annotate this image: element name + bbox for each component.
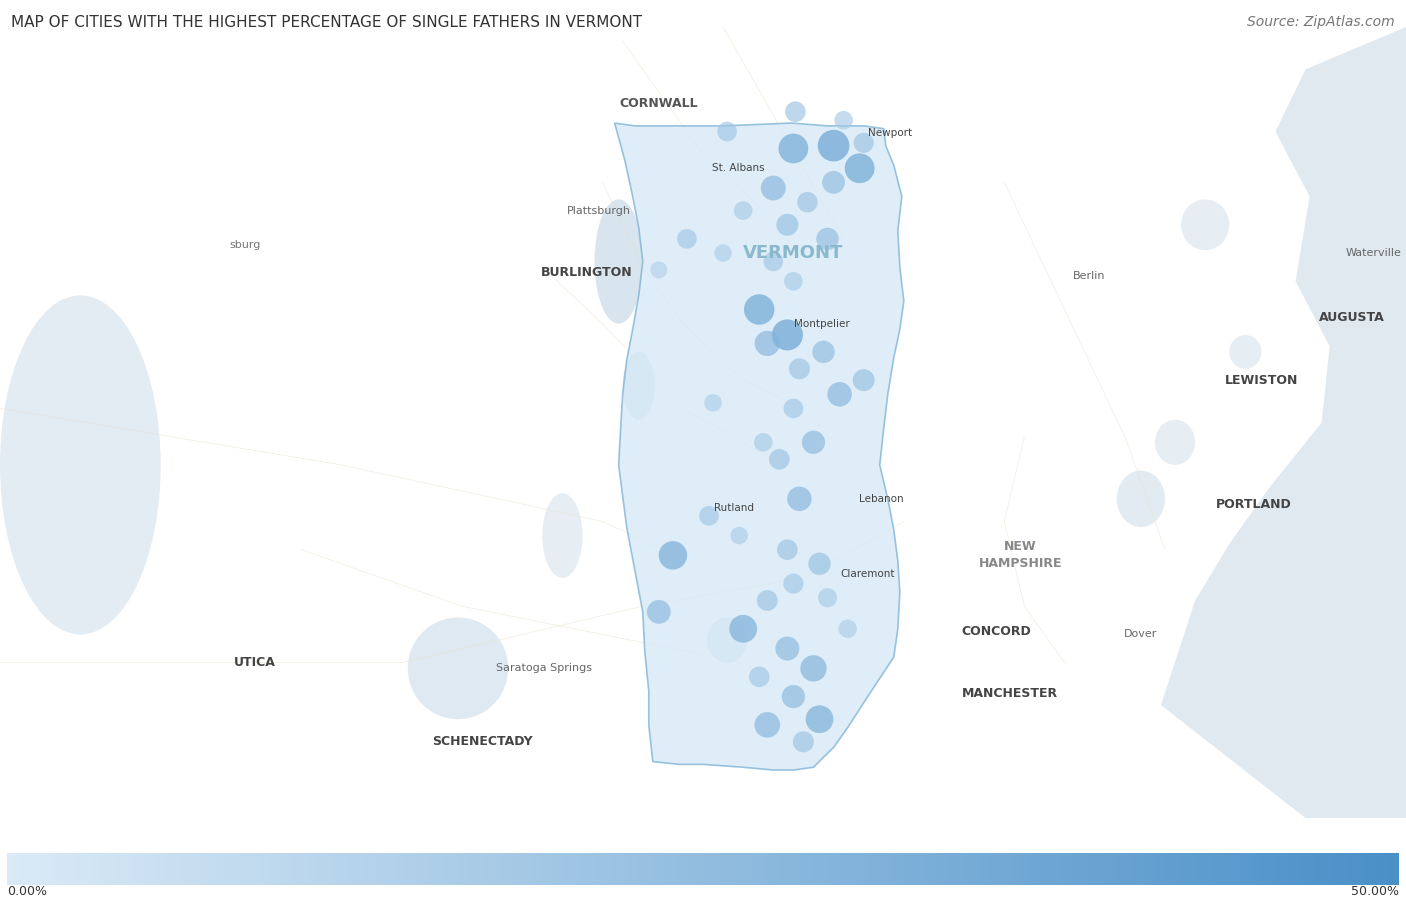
Polygon shape xyxy=(614,123,904,770)
Point xyxy=(782,141,804,156)
Point xyxy=(662,548,685,563)
Point xyxy=(782,690,804,704)
Text: Claremont: Claremont xyxy=(841,569,894,579)
Text: CONCORD: CONCORD xyxy=(962,625,1031,638)
Point xyxy=(776,218,799,232)
Point xyxy=(762,181,785,195)
Point xyxy=(756,336,779,351)
Text: SCHENECTADY: SCHENECTADY xyxy=(432,735,533,748)
Point xyxy=(803,661,825,675)
Point xyxy=(828,387,851,402)
Ellipse shape xyxy=(623,352,655,420)
Text: LEWISTON: LEWISTON xyxy=(1225,374,1298,387)
Point xyxy=(748,670,770,684)
Point xyxy=(752,435,775,450)
Text: UTICA: UTICA xyxy=(235,656,276,669)
Point xyxy=(789,361,811,376)
Point xyxy=(796,195,818,209)
Text: sburg: sburg xyxy=(229,239,260,250)
Text: AUGUSTA: AUGUSTA xyxy=(1319,311,1385,325)
Ellipse shape xyxy=(595,200,643,324)
Point xyxy=(832,113,855,128)
Point xyxy=(789,492,811,506)
Ellipse shape xyxy=(1154,420,1195,465)
Point xyxy=(852,373,875,387)
Point xyxy=(648,605,671,619)
Point xyxy=(823,138,845,153)
Point xyxy=(768,452,790,467)
Text: CORNWALL: CORNWALL xyxy=(620,97,699,110)
Point xyxy=(756,717,779,732)
Point xyxy=(697,509,720,523)
Text: Berlin: Berlin xyxy=(1073,271,1105,280)
Point xyxy=(817,591,839,605)
Point xyxy=(782,274,804,289)
Text: PORTLAND: PORTLAND xyxy=(1215,498,1291,511)
Text: MAP OF CITIES WITH THE HIGHEST PERCENTAGE OF SINGLE FATHERS IN VERMONT: MAP OF CITIES WITH THE HIGHEST PERCENTAG… xyxy=(11,15,643,31)
Point xyxy=(813,344,835,359)
Text: Source: ZipAtlas.com: Source: ZipAtlas.com xyxy=(1247,15,1395,30)
Text: 0.00%: 0.00% xyxy=(7,885,46,898)
Point xyxy=(782,401,804,415)
Text: Montpelier: Montpelier xyxy=(793,319,849,329)
Point xyxy=(782,576,804,591)
Point xyxy=(733,621,755,636)
Point xyxy=(776,641,799,655)
Text: Newport: Newport xyxy=(869,128,912,138)
Text: Saratoga Springs: Saratoga Springs xyxy=(496,663,592,673)
Point xyxy=(711,245,734,260)
Point xyxy=(837,621,859,636)
Point xyxy=(762,254,785,269)
Point xyxy=(748,302,770,316)
Ellipse shape xyxy=(707,618,747,663)
Text: Waterville: Waterville xyxy=(1346,248,1402,258)
Ellipse shape xyxy=(408,618,508,719)
Point xyxy=(716,124,738,138)
Point xyxy=(808,712,831,726)
Text: Rutland: Rutland xyxy=(714,503,754,512)
Point xyxy=(848,161,870,175)
Point xyxy=(728,529,751,543)
Point xyxy=(823,175,845,190)
Text: Lebanon: Lebanon xyxy=(859,494,904,504)
Text: NEW
HAMPSHIRE: NEW HAMPSHIRE xyxy=(979,540,1062,570)
Text: St. Albans: St. Albans xyxy=(711,163,765,174)
Point xyxy=(808,556,831,571)
Ellipse shape xyxy=(1229,335,1261,369)
Point xyxy=(676,232,699,246)
Text: BURLINGTON: BURLINGTON xyxy=(541,266,633,280)
Point xyxy=(803,435,825,450)
Point xyxy=(776,328,799,343)
Point xyxy=(756,593,779,608)
Point xyxy=(852,136,875,150)
Ellipse shape xyxy=(1181,200,1229,250)
Point xyxy=(702,396,724,410)
Text: VERMONT: VERMONT xyxy=(744,244,844,262)
Point xyxy=(776,542,799,556)
Point xyxy=(785,104,807,119)
Polygon shape xyxy=(1161,27,1406,818)
Text: Dover: Dover xyxy=(1125,629,1157,639)
Ellipse shape xyxy=(0,296,160,635)
Point xyxy=(817,232,839,246)
Ellipse shape xyxy=(1116,470,1166,527)
Text: MANCHESTER: MANCHESTER xyxy=(962,687,1059,700)
Ellipse shape xyxy=(543,494,582,578)
Point xyxy=(733,203,755,218)
Text: Plattsburgh: Plattsburgh xyxy=(567,206,630,216)
Text: 50.00%: 50.00% xyxy=(1351,885,1399,898)
Point xyxy=(792,734,814,749)
Point xyxy=(648,263,671,277)
